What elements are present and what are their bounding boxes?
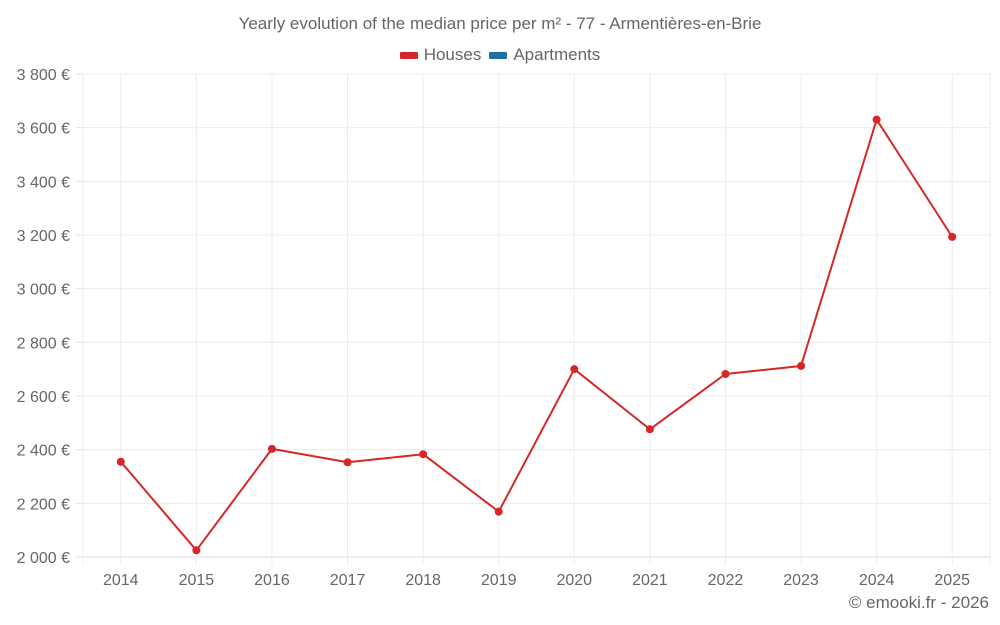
y-tick-label: 2 400 € (17, 443, 70, 460)
y-axis: 2 000 € 2 200 € 2 400 € 2 600 € 2 800 € 3 000… (17, 67, 70, 567)
apartments-swatch-icon (489, 51, 508, 59)
data-point[interactable] (721, 369, 730, 378)
houses-series (116, 115, 957, 555)
data-point[interactable] (192, 546, 201, 555)
data-point[interactable] (267, 444, 276, 453)
y-tick-label: 2 600 € (17, 389, 70, 406)
data-point[interactable] (116, 457, 125, 466)
legend-label-houses: Houses (423, 45, 482, 64)
data-point[interactable] (872, 115, 881, 124)
x-tick-label: 2017 (330, 572, 366, 589)
y-tick-label: 2 000 € (17, 550, 70, 567)
x-tick-label: 2021 (632, 572, 668, 589)
legend: Houses Apartments (0, 45, 1000, 65)
x-tick-label: 2020 (556, 572, 592, 589)
y-tick-label: 2 200 € (17, 496, 70, 513)
data-point[interactable] (494, 507, 503, 516)
data-point[interactable] (645, 425, 654, 434)
data-point[interactable] (797, 361, 806, 370)
x-tick-label: 2016 (254, 572, 290, 589)
x-axis: 2014 2015 2016 2017 2018 2019 2020 2021 2022 2023… (103, 572, 970, 589)
x-tick-label: 2015 (179, 572, 215, 589)
credit-text: © emooki.fr - 2026 (848, 593, 989, 612)
y-tick-label: 3 600 € (17, 121, 70, 138)
x-tick-label: 2022 (708, 572, 744, 589)
x-tick-label: 2023 (783, 572, 819, 589)
legend-item-houses[interactable]: Houses (399, 45, 482, 65)
data-point[interactable] (419, 450, 428, 459)
chart-title: Yearly evolution of the median price per… (238, 14, 762, 33)
y-tick-label: 3 800 € (17, 67, 70, 84)
legend-label-apartments: Apartments (513, 45, 601, 64)
x-tick-label: 2024 (859, 572, 895, 589)
y-tick-label: 2 800 € (17, 335, 70, 352)
x-tick-label: 2014 (103, 572, 139, 589)
houses-swatch-icon (399, 51, 418, 59)
y-tick-label: 3 400 € (17, 174, 70, 191)
x-tick-label: 2019 (481, 572, 517, 589)
x-tick-label: 2025 (934, 572, 970, 589)
grid-lines (76, 73, 991, 565)
legend-item-apartments[interactable]: Apartments (489, 45, 600, 65)
x-tick-label: 2018 (405, 572, 441, 589)
data-point[interactable] (570, 365, 579, 374)
data-point[interactable] (948, 232, 957, 241)
data-point[interactable] (343, 458, 352, 467)
y-tick-label: 3 000 € (17, 282, 70, 299)
y-tick-label: 3 200 € (17, 228, 70, 245)
